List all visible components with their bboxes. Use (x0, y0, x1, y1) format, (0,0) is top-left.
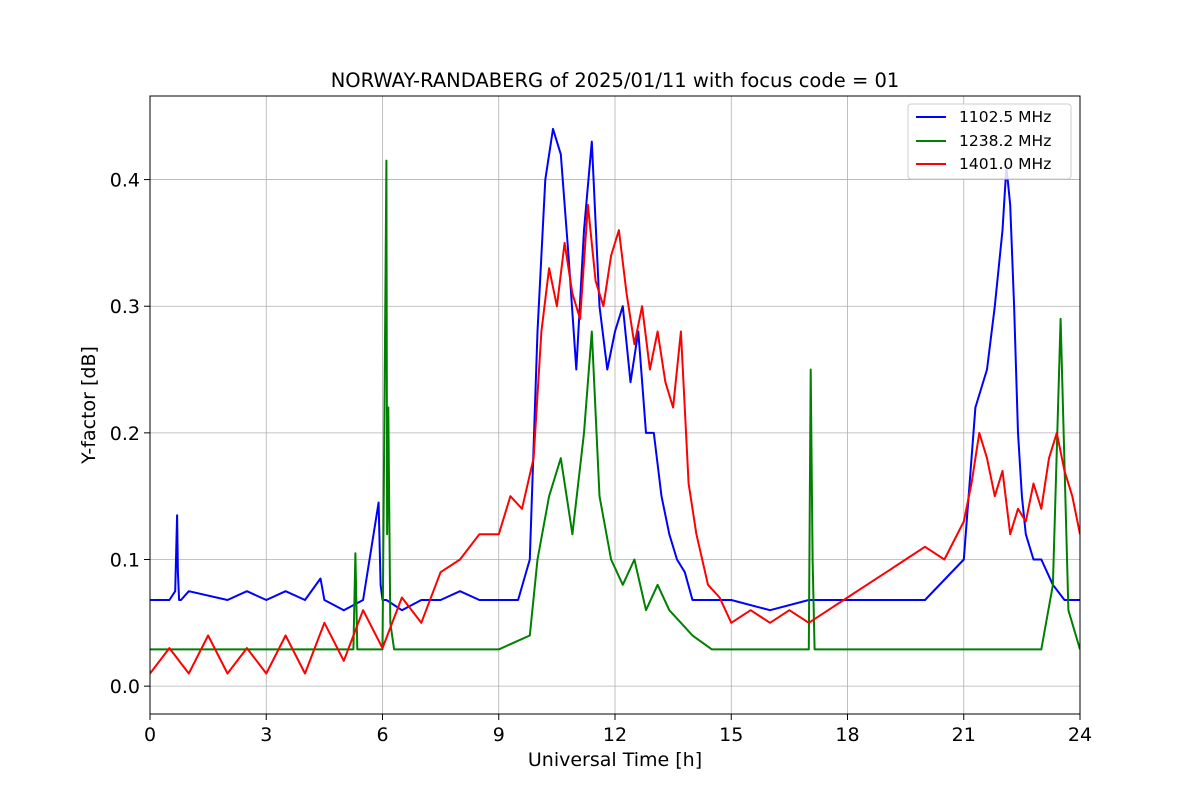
x-tick-label: 6 (376, 724, 388, 746)
y-tick-label: 0.4 (110, 170, 140, 192)
x-tick-label: 3 (260, 724, 272, 746)
x-tick-label: 21 (952, 724, 976, 746)
x-tick-label: 24 (1068, 724, 1092, 746)
x-axis-label: Universal Time [h] (528, 749, 702, 771)
legend-label-1102-5: 1102.5 MHz (959, 108, 1051, 126)
x-tick-label: 12 (603, 724, 627, 746)
legend: 1102.5 MHz 1238.2 MHz 1401.0 MHz (907, 103, 1072, 180)
x-tick-label: 0 (144, 724, 156, 746)
y-tick-label: 0.1 (110, 550, 140, 572)
y-axis-label: Y-factor [dB] (78, 346, 100, 465)
series-line-1238-2-mhz (150, 159, 1080, 651)
legend-label-1401-0: 1401.0 MHz (959, 155, 1051, 173)
y-tick-label: 0.3 (110, 296, 140, 318)
legend-label-1238-2: 1238.2 MHz (959, 132, 1051, 150)
series-line-1401-0-mhz (150, 203, 1080, 675)
legend-box (907, 103, 1072, 180)
x-tick-label: 18 (835, 724, 859, 746)
y-tick-label: 0.0 (110, 676, 140, 698)
x-tick-label: 15 (719, 724, 743, 746)
chart-title: NORWAY-RANDABERG of 2025/01/11 with focu… (331, 69, 900, 92)
series-line-1102-5-mhz (150, 127, 1080, 612)
y-tick-label: 0.2 (110, 423, 140, 445)
ticks: 0 3 6 9 12 15 18 21 24 0.0 0.1 0.2 0.3 0.4 (110, 170, 1092, 746)
x-tick-label: 9 (493, 724, 505, 746)
series-layer (150, 127, 1080, 675)
